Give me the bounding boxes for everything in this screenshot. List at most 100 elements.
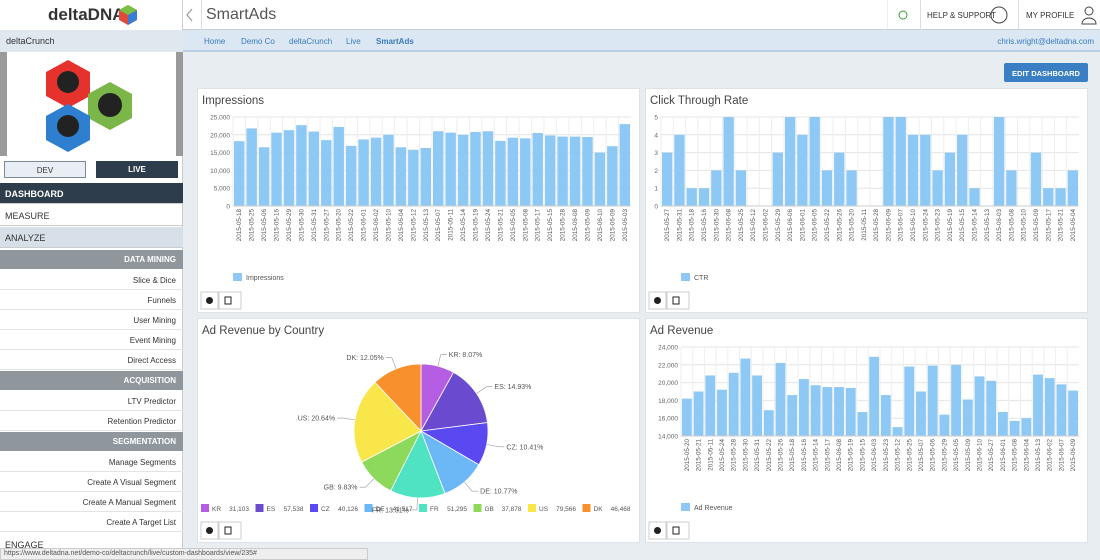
- bar: [1006, 170, 1017, 206]
- x-tick-label: 2015-05-12: [750, 209, 757, 242]
- y-tick-label: 0: [654, 204, 658, 211]
- nav-engage[interactable]: ENGAGE: [5, 540, 44, 550]
- nav-item[interactable]: User Mining: [0, 310, 183, 330]
- crumb[interactable]: Demo Co: [241, 37, 275, 46]
- bar: [698, 188, 710, 206]
- y-tick-label: 2: [654, 168, 658, 175]
- y-tick-label: 20,000: [658, 380, 678, 387]
- crumb[interactable]: Live: [346, 37, 361, 46]
- x-tick-label: 2015-06-03: [622, 209, 629, 242]
- x-tick-label: 2015-06-08: [726, 209, 733, 242]
- x-tick-label: 2015-05-13: [984, 209, 991, 242]
- bar: [520, 138, 531, 206]
- pie-slice: [390, 430, 446, 499]
- bar: [1055, 188, 1066, 206]
- crumb[interactable]: SmartAds: [376, 37, 414, 46]
- info-icon: [654, 297, 661, 304]
- x-tick-label: 2015-06-04: [1070, 209, 1077, 242]
- nav-item[interactable]: Retention Predictor: [0, 411, 183, 431]
- help-link[interactable]: HELP & SUPPORT: [920, 0, 1020, 30]
- nav-measure[interactable]: MEASURE: [0, 205, 183, 226]
- info-icon: [206, 527, 213, 534]
- pie-slice: [353, 381, 422, 463]
- logo[interactable]: deltaDNA: [48, 5, 125, 24]
- chart: Click Through Rate 0 1 2 3 4 5 2015-05-27 2015-0…: [648, 95, 1079, 310]
- bar: [445, 132, 456, 206]
- x-tick-label: 2015-05-29: [941, 439, 948, 472]
- y-tick-label: 10,000: [210, 168, 230, 175]
- bar: [895, 117, 906, 206]
- legend-value: 79,566: [556, 506, 576, 513]
- x-tick-label: 2015-06-10: [977, 439, 984, 472]
- bar: [1009, 420, 1020, 436]
- crumb[interactable]: deltaCrunch: [289, 37, 333, 46]
- y-tick-label: 20,000: [210, 132, 230, 139]
- legend-swatch: [582, 504, 591, 512]
- bar: [787, 395, 798, 436]
- y-tick-label: 3: [654, 150, 658, 157]
- game-selector[interactable]: deltaCrunch: [0, 30, 183, 52]
- bar: [1068, 390, 1079, 436]
- x-tick-label: 2015-06-01: [1000, 439, 1007, 472]
- profile-link[interactable]: MY PROFILE: [1018, 0, 1100, 30]
- export-button[interactable]: [218, 521, 242, 540]
- x-tick-label: 2015-05-05: [510, 209, 517, 242]
- bar: [507, 137, 519, 206]
- bar: [904, 366, 915, 436]
- nav-item[interactable]: Create A Visual Segment: [0, 472, 183, 492]
- nav-item[interactable]: Create A Target List: [0, 512, 183, 532]
- bar: [569, 136, 581, 206]
- nav-analyze[interactable]: ANALYZE: [0, 227, 183, 248]
- nav-item[interactable]: Funnels: [0, 290, 183, 310]
- profile-icon[interactable]: [1081, 5, 1097, 25]
- x-tick-label: 2015-05-09: [1033, 209, 1040, 242]
- x-tick-label: 2015-05-21: [696, 439, 703, 472]
- x-tick-label: 2015-05-24: [719, 439, 726, 472]
- nav-item[interactable]: Slice & Dice: [0, 270, 183, 290]
- export-button[interactable]: [666, 291, 690, 310]
- chart-title: Click Through Rate: [650, 95, 748, 107]
- bar: [233, 141, 245, 206]
- status-bar: https://www.deltadna.net/demo-co/deltacr…: [0, 548, 368, 560]
- x-tick-label: 2015-05-06: [930, 439, 937, 472]
- bar: [763, 410, 774, 436]
- help-icon[interactable]: [989, 5, 1009, 25]
- bar: [974, 376, 985, 436]
- nav-item[interactable]: Direct Access: [0, 350, 183, 370]
- nav-item[interactable]: LTV Predictor: [0, 391, 183, 411]
- collapse-arrow[interactable]: [185, 8, 195, 22]
- export-button[interactable]: [218, 291, 242, 310]
- game-image: [0, 52, 183, 156]
- leader-line: [437, 354, 447, 367]
- nav-item[interactable]: Manage Segments: [0, 452, 183, 472]
- crumb[interactable]: Home: [204, 37, 226, 46]
- bar: [810, 385, 821, 436]
- live-toggle[interactable]: LIVE: [96, 161, 178, 178]
- bar: [246, 128, 257, 206]
- leader-line: [476, 386, 493, 394]
- y-tick-label: 4: [654, 132, 658, 139]
- legend-swatch: [473, 504, 482, 512]
- bar: [883, 117, 894, 206]
- y-tick-label: 18,000: [658, 398, 678, 405]
- export-button[interactable]: [666, 521, 690, 540]
- nav-item[interactable]: Create A Manual Segment: [0, 492, 183, 512]
- y-tick-label: 25,000: [210, 115, 230, 122]
- x-tick-label: 2015-05-20: [336, 209, 343, 242]
- section-title: DATA MINING: [0, 250, 183, 269]
- nav-item[interactable]: Event Mining: [0, 330, 183, 350]
- sidebar: deltaDNA deltaCrunch DEV LIVE DASHBOARD …: [0, 0, 183, 560]
- x-tick-label: 2015-05-12: [410, 209, 417, 242]
- leader-line: [464, 481, 479, 492]
- dev-toggle[interactable]: DEV: [4, 161, 86, 178]
- x-tick-label: 2015-06-06: [787, 209, 794, 242]
- nav-dashboard[interactable]: DASHBOARD: [0, 183, 183, 204]
- bar: [283, 130, 295, 206]
- bar: [1056, 384, 1067, 436]
- user-email[interactable]: chris.wright@deltadna.com: [997, 37, 1094, 46]
- bar: [681, 398, 692, 436]
- edit-dashboard-button[interactable]: EDIT DASHBOARD: [1004, 63, 1088, 82]
- legend-label: US: [539, 506, 549, 513]
- legend-swatch: [681, 503, 690, 511]
